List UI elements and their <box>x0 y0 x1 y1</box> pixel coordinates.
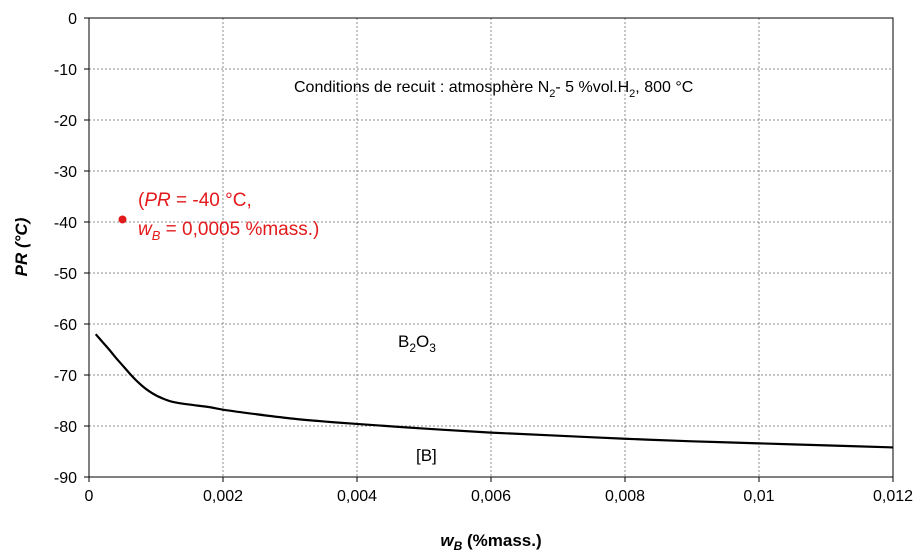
y-tick-label: -40 <box>54 215 77 232</box>
boron-label: [B] <box>416 446 437 465</box>
y-tick-label: -20 <box>54 113 77 130</box>
x-tick-label: 0,01 <box>743 488 774 505</box>
point-annotation-line2: wB = 0,0005 %mass.) <box>138 219 319 243</box>
b2o3-label: B2O3 <box>398 332 436 355</box>
x-tick-label: 0,004 <box>337 488 377 505</box>
x-tick-label: 0,006 <box>471 488 511 505</box>
x-tick-label: 0 <box>85 488 94 505</box>
y-axis-ticks: 0 -10 -20 -30 -40 -50 -60 -70 -80 -90 <box>54 11 89 487</box>
x-axis-title: wB (%mass.) <box>440 531 541 553</box>
series-line <box>96 334 893 447</box>
x-tick-label: 0,012 <box>873 488 913 505</box>
y-tick-label: -60 <box>54 317 77 334</box>
x-axis-ticks: 0 0,002 0,004 0,006 0,008 0,01 0,012 <box>85 477 914 505</box>
y-tick-label: -70 <box>54 368 77 385</box>
y-tick-label: 0 <box>68 11 77 28</box>
y-tick-label: -50 <box>54 266 77 283</box>
y-tick-label: -90 <box>54 470 77 487</box>
x-tick-label: 0,002 <box>203 488 243 505</box>
point-annotation-line1: (PR = -40 °C, <box>138 190 252 211</box>
x-tick-label: 0,008 <box>605 488 645 505</box>
y-tick-label: -10 <box>54 62 77 79</box>
y-tick-label: -80 <box>54 419 77 436</box>
y-tick-label: -30 <box>54 164 77 181</box>
y-axis-title: PR (°C) <box>12 217 31 276</box>
data-point-red <box>119 215 127 223</box>
conditions-annotation: Conditions de recuit : atmosphère N2- 5 … <box>294 79 693 100</box>
